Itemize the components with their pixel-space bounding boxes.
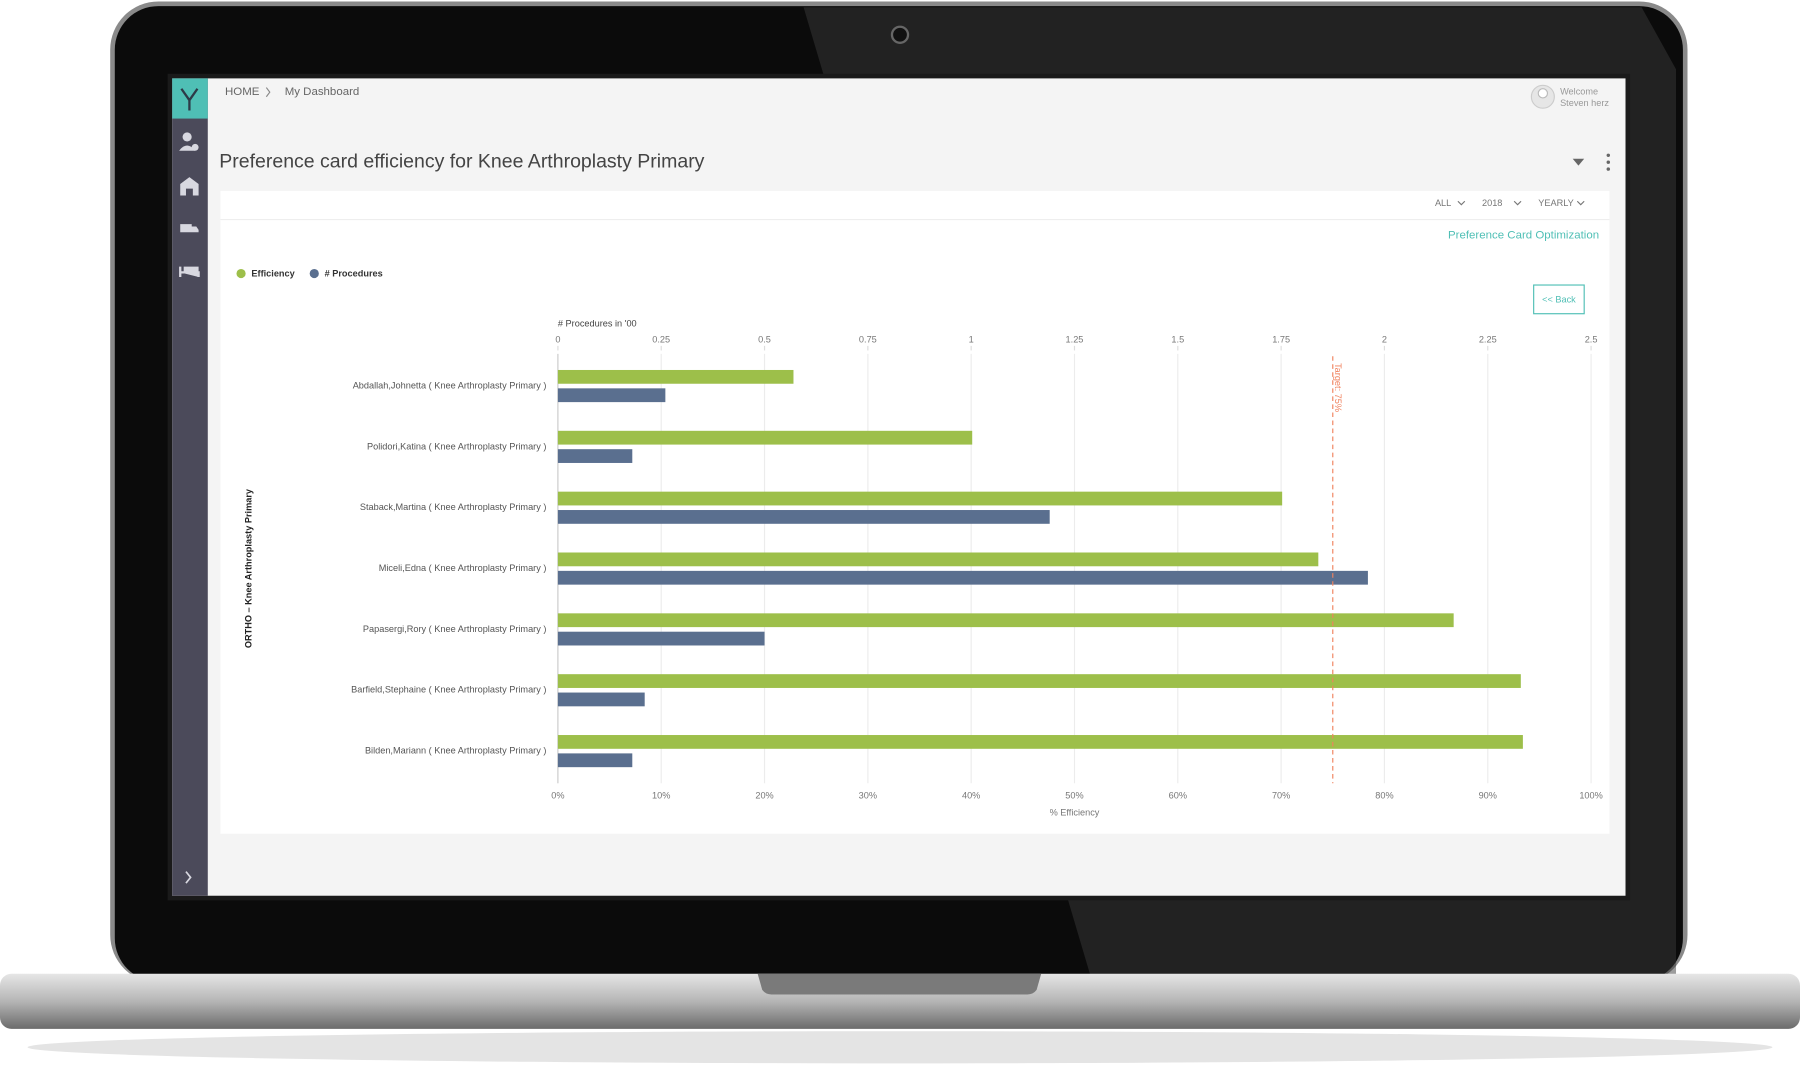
x-tick-label: 20% [755, 790, 773, 800]
dropdown-arrow [1513, 200, 1522, 206]
legend-swatch [236, 268, 246, 279]
nav-bed[interactable] [179, 266, 200, 277]
bar [557, 491, 1283, 506]
base [0, 973, 1800, 1029]
shadow [27, 1031, 1773, 1064]
category-label: Polidori,Katina ( Knee Arthroplasty Prim… [367, 441, 546, 451]
x-tick-label: 30% [859, 790, 877, 800]
category-label: Bilden,Mariann ( Knee Arthroplasty Prima… [365, 746, 546, 756]
nav-users[interactable] [179, 132, 199, 151]
bar [557, 510, 1050, 524]
back-button-label: << Back [1542, 294, 1576, 304]
logo-mark [180, 88, 199, 111]
dropdown-arrow [1457, 200, 1466, 206]
filter-facility[interactable]: ALL [1435, 198, 1451, 208]
filter-period[interactable]: YEARLY [1538, 198, 1574, 208]
webcam [890, 25, 910, 44]
collapse-toggle[interactable] [1572, 158, 1585, 166]
x2-tick-label: 1.75 [1272, 335, 1290, 345]
x2-tick-label: 0.5 [758, 335, 771, 345]
x-tick-label: 80% [1375, 790, 1393, 800]
welcome: Welcome [1560, 87, 1598, 97]
bar [557, 570, 1368, 585]
x2-tick-label: 2.25 [1479, 335, 1497, 345]
x-tick-label: 0% [551, 790, 564, 800]
x2-tick-label: 2 [1382, 335, 1387, 345]
x2-tick-label: 1 [969, 335, 974, 345]
category-label: Barfield,Stephaine ( Knee Arthroplasty P… [351, 685, 546, 695]
x2-tick-label: 2.5 [1585, 335, 1598, 345]
bar [557, 631, 765, 646]
nav-supply[interactable] [180, 224, 199, 233]
y-axis-title: ORTHO – Knee Arthroplasty Primary [244, 488, 254, 648]
filter-year[interactable]: 2018 [1482, 198, 1502, 208]
bar [557, 449, 633, 463]
bar [557, 613, 1454, 628]
category-label: Abdallah,Johnetta ( Knee Arthroplasty Pr… [353, 380, 547, 390]
page-title: Preference card efficiency for Knee Arth… [219, 150, 704, 172]
x-axis-title: % Efficiency [1050, 808, 1100, 818]
category-label: Miceli,Edna ( Knee Arthroplasty Primary … [379, 563, 547, 573]
x2-tick-label: 0.75 [859, 335, 877, 345]
category-label: Staback,Martina ( Knee Arthroplasty Prim… [360, 502, 547, 512]
avatar-head [1537, 88, 1549, 99]
x-tick-label: 90% [1479, 790, 1497, 800]
breadcrumb-separator [265, 87, 271, 98]
x-tick-label: 10% [652, 790, 670, 800]
expand-sidebar[interactable] [185, 871, 192, 884]
bar [557, 674, 1521, 688]
breadcrumb-home[interactable]: HOME [225, 86, 260, 98]
x-tick-label: 40% [962, 790, 980, 800]
bar [557, 552, 1319, 567]
dropdown-arrow [1576, 200, 1585, 206]
bar [557, 430, 973, 445]
bar [557, 692, 645, 707]
category-label: Papasergi,Rory ( Knee Arthroplasty Prima… [363, 624, 547, 634]
nav-facility[interactable] [180, 177, 199, 196]
x-tick-label: 50% [1065, 790, 1083, 800]
bar [557, 735, 1523, 749]
optimization-link[interactable]: Preference Card Optimization [1448, 230, 1599, 242]
x2-axis-title: # Procedures in '00 [558, 318, 637, 328]
chart: # Procedures in '00 % Efficiency ORTHO –… [236, 268, 1603, 818]
user-name: Steven herz [1560, 98, 1609, 108]
target-label: Target: 75% [1333, 363, 1343, 412]
bar [557, 753, 633, 768]
legend-label: # Procedures [325, 269, 383, 279]
notch [757, 973, 1042, 995]
x2-tick-label: 0.25 [652, 335, 670, 345]
x2-tick-label: 1.5 [1171, 335, 1184, 345]
x-tick-label: 60% [1169, 790, 1187, 800]
x-tick-label: 70% [1272, 790, 1290, 800]
back-button[interactable] [1533, 284, 1585, 315]
x2-tick-label: 1.25 [1066, 335, 1084, 345]
more-menu[interactable] [1606, 153, 1611, 171]
x2-tick-label: 0 [555, 335, 560, 345]
sidebar [172, 78, 208, 896]
legend-label: Efficiency [251, 269, 295, 279]
bar [557, 388, 666, 403]
legend-swatch [309, 268, 319, 279]
bar [557, 369, 794, 384]
breadcrumb-current: My Dashboard [285, 86, 360, 98]
nav-icons [179, 132, 200, 277]
x-tick-label: 100% [1579, 790, 1602, 800]
